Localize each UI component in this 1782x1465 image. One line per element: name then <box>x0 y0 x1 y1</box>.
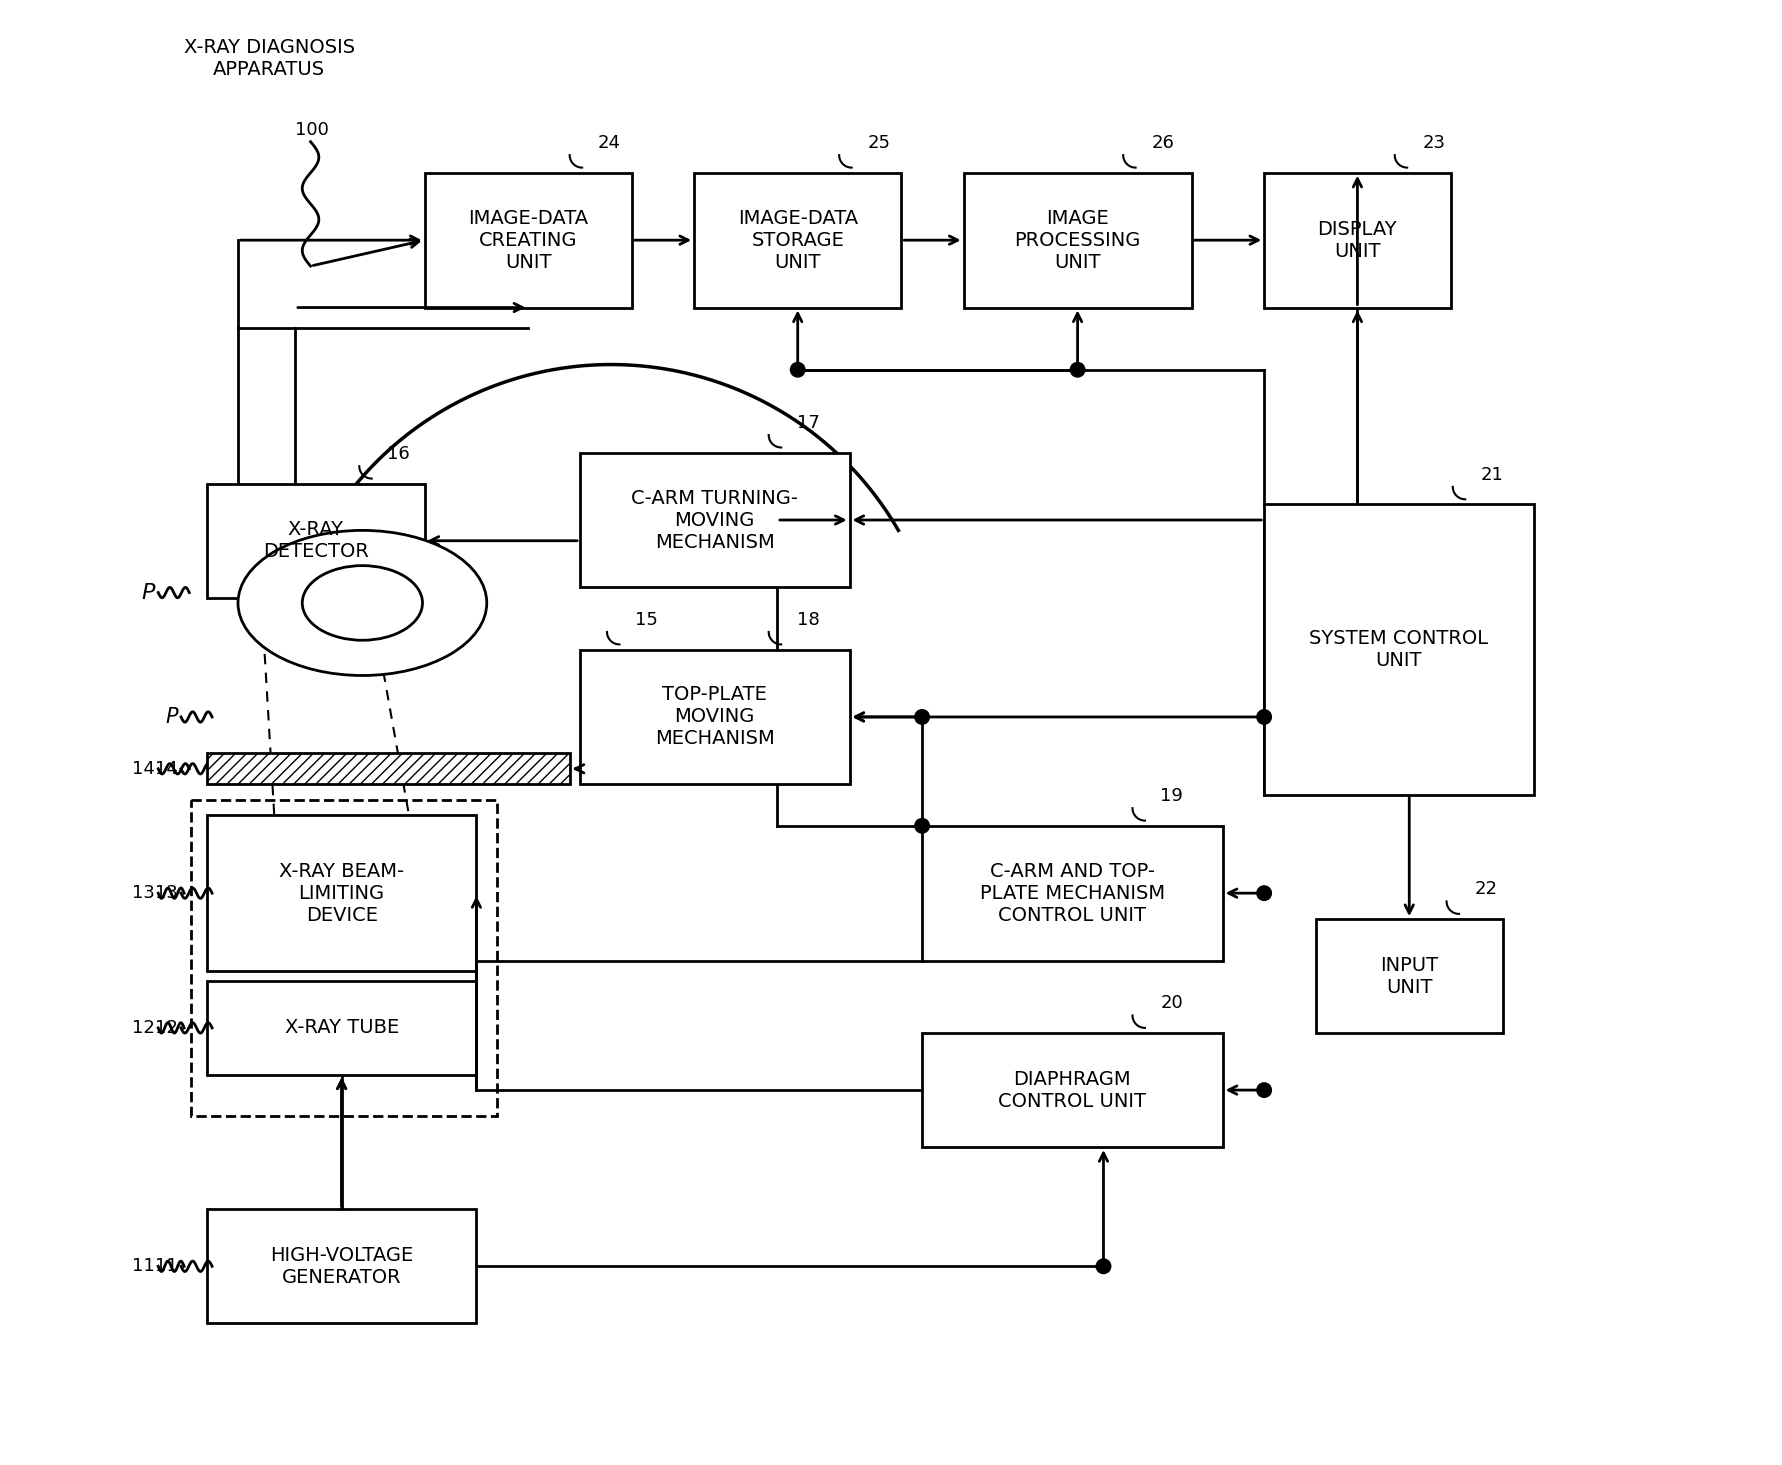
Bar <box>207 982 476 1074</box>
Text: INPUT
UNIT: INPUT UNIT <box>1381 955 1438 996</box>
Bar <box>581 649 850 784</box>
Circle shape <box>1071 362 1085 377</box>
Text: 13: 13 <box>155 885 178 902</box>
Text: 22: 22 <box>1474 880 1497 898</box>
Bar <box>921 1033 1222 1147</box>
Text: HIGH-VOLTAGE
GENERATOR: HIGH-VOLTAGE GENERATOR <box>271 1245 413 1286</box>
Text: C-ARM TURNING-
MOVING
MECHANISM: C-ARM TURNING- MOVING MECHANISM <box>631 488 798 551</box>
Bar <box>207 753 570 784</box>
Bar <box>207 483 424 598</box>
Text: DISPLAY
UNIT: DISPLAY UNIT <box>1317 220 1397 261</box>
Circle shape <box>1096 1258 1110 1273</box>
Text: 11: 11 <box>155 1257 178 1276</box>
Bar <box>1315 919 1502 1033</box>
Ellipse shape <box>239 530 486 675</box>
Bar <box>207 1209 476 1323</box>
Text: P: P <box>143 583 155 602</box>
Bar <box>1263 504 1534 794</box>
Text: P: P <box>166 708 178 727</box>
Text: IMAGE-DATA
CREATING
UNIT: IMAGE-DATA CREATING UNIT <box>469 208 588 271</box>
Text: 15: 15 <box>634 611 658 628</box>
Text: 21: 21 <box>1481 466 1504 483</box>
Text: 17: 17 <box>797 415 820 432</box>
Text: 19: 19 <box>1160 787 1183 806</box>
Circle shape <box>1256 1083 1271 1097</box>
Bar <box>1263 173 1451 308</box>
Bar <box>191 800 497 1116</box>
Text: 23: 23 <box>1422 135 1445 152</box>
Bar <box>207 816 476 971</box>
Text: X-RAY BEAM-
LIMITING
DEVICE: X-RAY BEAM- LIMITING DEVICE <box>280 861 405 924</box>
Circle shape <box>1256 886 1271 901</box>
Text: C-ARM AND TOP-
PLATE MECHANISM
CONTROL UNIT: C-ARM AND TOP- PLATE MECHANISM CONTROL U… <box>980 861 1165 924</box>
Text: 16: 16 <box>387 445 410 463</box>
Circle shape <box>914 819 930 834</box>
Text: 12: 12 <box>132 1018 155 1037</box>
Text: IMAGE-DATA
STORAGE
UNIT: IMAGE-DATA STORAGE UNIT <box>738 208 857 271</box>
Text: X-RAY
DETECTOR: X-RAY DETECTOR <box>262 520 369 561</box>
Circle shape <box>1256 709 1271 724</box>
Bar <box>581 453 850 587</box>
Text: 12: 12 <box>155 1018 178 1037</box>
Text: 11: 11 <box>132 1257 155 1276</box>
Text: 13: 13 <box>132 885 155 902</box>
Circle shape <box>791 362 805 377</box>
Text: IMAGE
PROCESSING
UNIT: IMAGE PROCESSING UNIT <box>1014 208 1140 271</box>
Bar <box>693 173 902 308</box>
Text: 14: 14 <box>132 760 155 778</box>
Text: 18: 18 <box>797 611 820 628</box>
Text: 24: 24 <box>597 135 620 152</box>
Bar <box>921 826 1222 961</box>
Text: DIAPHRAGM
CONTROL UNIT: DIAPHRAGM CONTROL UNIT <box>998 1069 1146 1110</box>
Bar <box>424 173 633 308</box>
Bar <box>964 173 1192 308</box>
Text: X-RAY DIAGNOSIS
APPARATUS: X-RAY DIAGNOSIS APPARATUS <box>184 38 355 79</box>
Text: 20: 20 <box>1160 995 1183 1012</box>
Circle shape <box>914 709 930 724</box>
Text: 14: 14 <box>155 760 178 778</box>
Text: 100: 100 <box>296 122 330 139</box>
Text: SYSTEM CONTROL
UNIT: SYSTEM CONTROL UNIT <box>1310 628 1488 670</box>
Bar <box>207 753 570 784</box>
Text: X-RAY TUBE: X-RAY TUBE <box>285 1018 399 1037</box>
Text: 25: 25 <box>868 135 891 152</box>
Text: TOP-PLATE
MOVING
MECHANISM: TOP-PLATE MOVING MECHANISM <box>656 686 775 749</box>
Text: 26: 26 <box>1151 135 1174 152</box>
